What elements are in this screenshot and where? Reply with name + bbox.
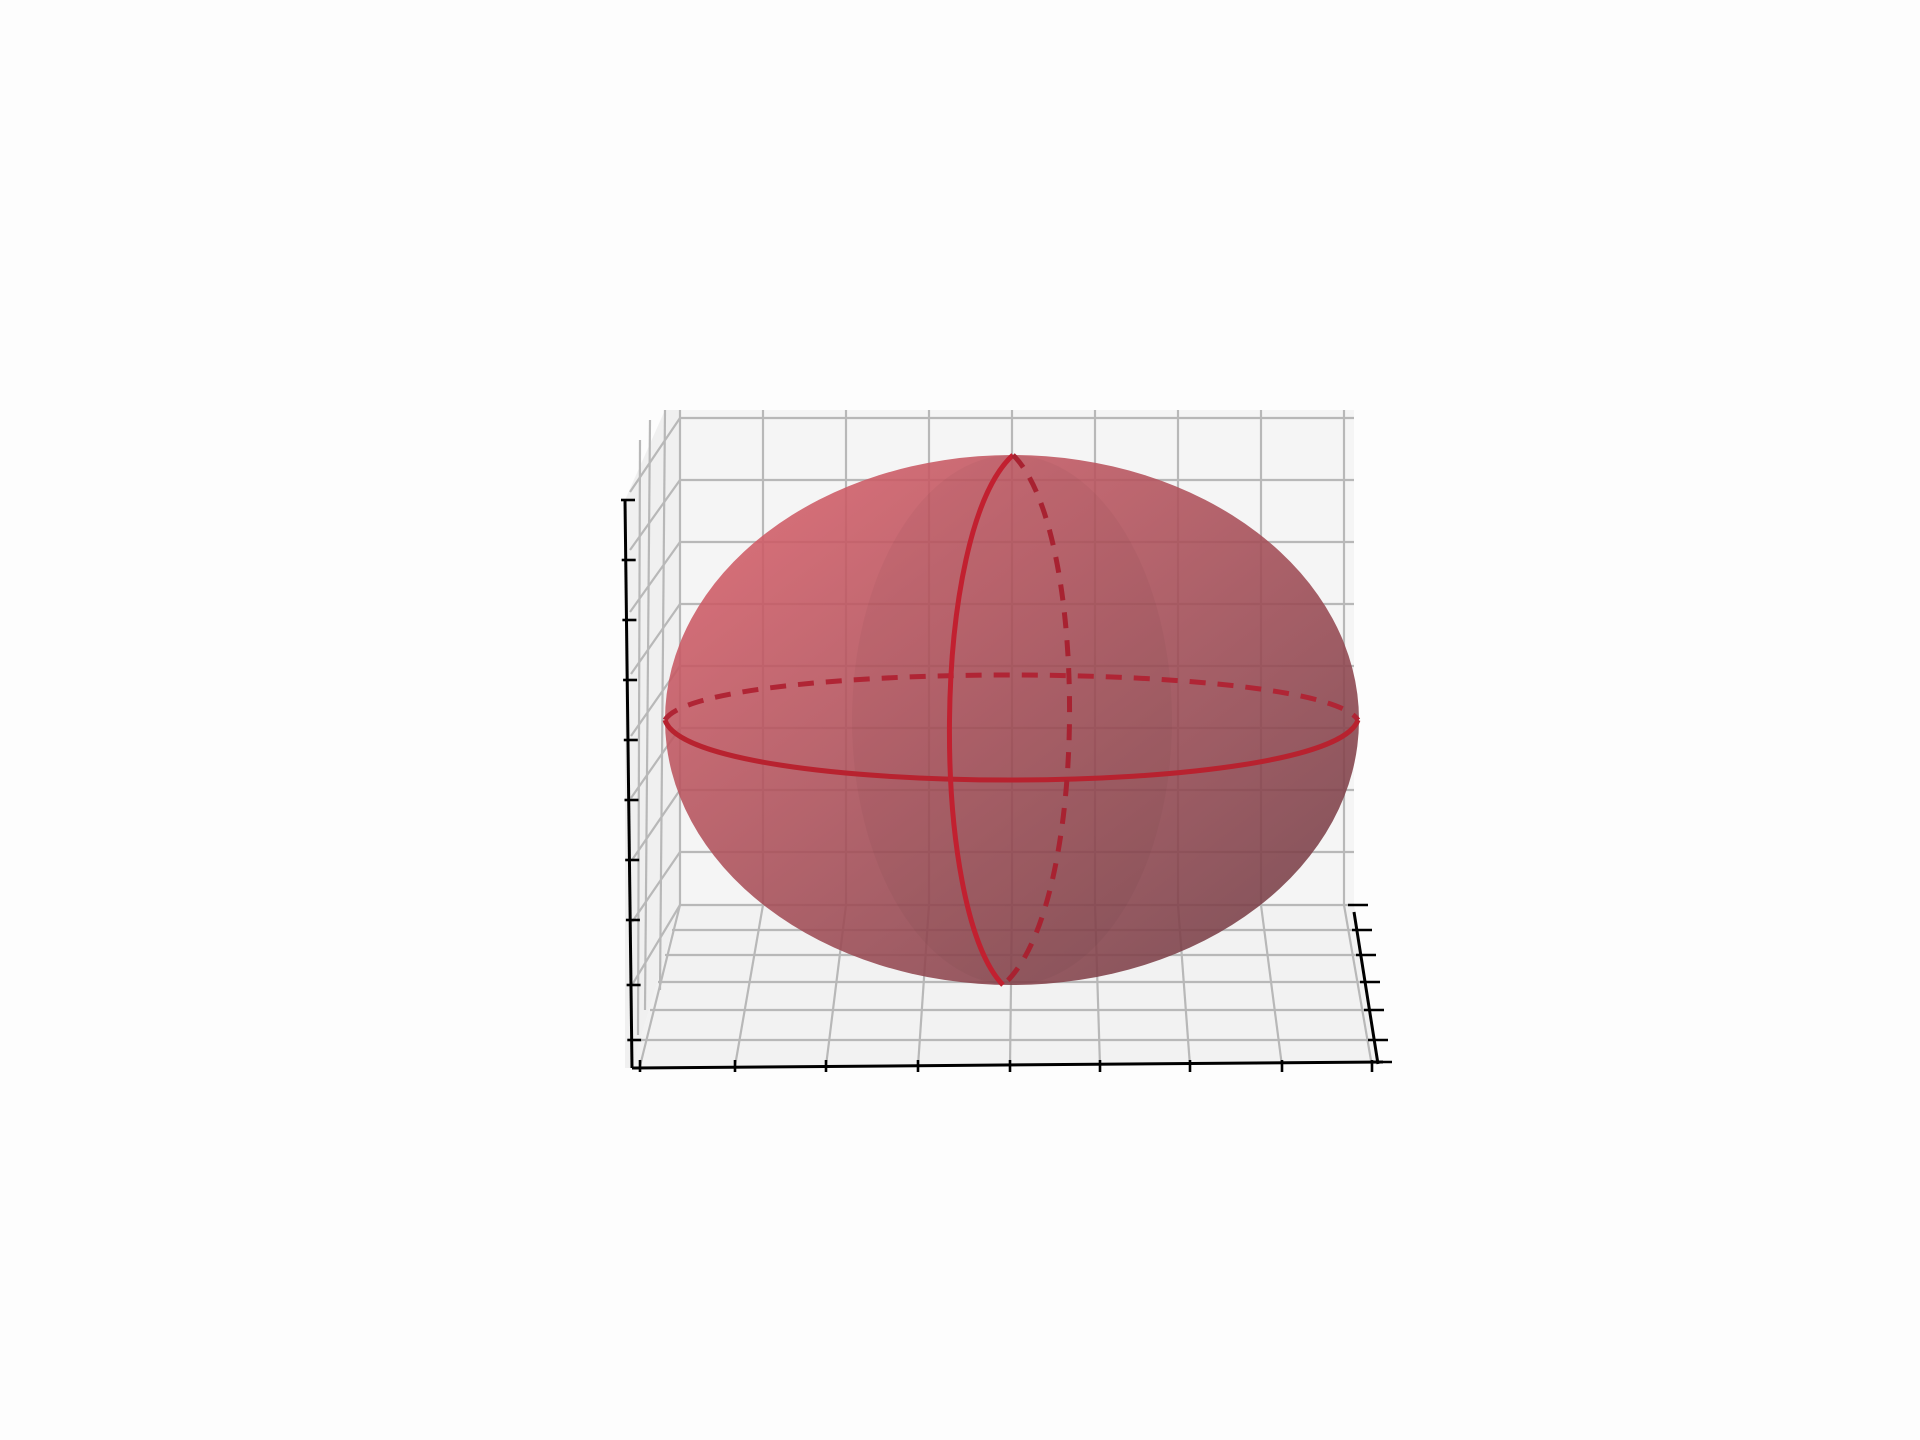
- left-grid-line: [629, 417, 681, 493]
- ellipsoid-surface: [665, 455, 1359, 985]
- y-axis-line: [1352, 911, 1380, 1065]
- axes-lines: [623, 499, 1384, 1070]
- ellipsoid-shade-band: [852, 455, 1172, 985]
- left-grid-line: [629, 541, 681, 613]
- equator-curve: [662, 672, 1361, 783]
- ellipsoid-body: [665, 455, 1359, 985]
- left-grid-line: [631, 904, 681, 986]
- left-pane-grid: [629, 409, 681, 1036]
- meridian-front-solid: [946, 453, 1015, 987]
- x-axis-line: [631, 1060, 1384, 1070]
- equator-front-solid: [662, 718, 1361, 783]
- meridian-curve: [946, 453, 1073, 987]
- left-grid-depth: [658, 409, 667, 991]
- z-axis-line: [623, 499, 634, 1069]
- left-grid-depth: [636, 439, 642, 1036]
- equator-back-dashed: [662, 672, 1361, 722]
- left-grid-line: [631, 789, 681, 861]
- left-grid-depth: [643, 419, 652, 1011]
- left-grid-line: [629, 479, 681, 551]
- left-grid-line: [631, 851, 681, 923]
- axis-ticks: [621, 498, 1392, 1072]
- meridian-back-dashed: [1001, 453, 1073, 987]
